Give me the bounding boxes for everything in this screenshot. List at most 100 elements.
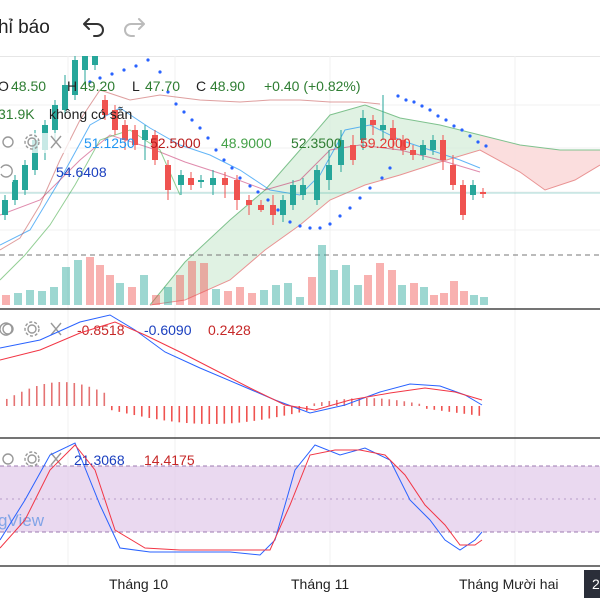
macd-histogram-bar	[411, 402, 413, 406]
sar-dot	[166, 90, 170, 94]
redo-arrow-icon[interactable]	[120, 14, 148, 42]
sar-dot	[134, 64, 138, 68]
sar-dot	[182, 110, 186, 114]
macd-histogram-bar	[6, 398, 8, 406]
low-value: 47.70	[145, 78, 180, 94]
sar-dot	[174, 102, 178, 106]
sar-dot	[248, 184, 252, 188]
macd-histogram-bar	[231, 406, 233, 424]
candle-body	[270, 205, 276, 215]
sar-dot	[158, 70, 162, 74]
candle-body	[142, 130, 148, 140]
candle-body	[82, 56, 88, 70]
candle-body	[246, 200, 252, 205]
macd-value-3: 0.2428	[208, 322, 251, 338]
gear-icon[interactable]	[24, 134, 40, 150]
gear-icon[interactable]	[24, 321, 40, 337]
candle-body	[72, 60, 78, 95]
time-label-3: Tháng Mười hai	[459, 576, 558, 592]
volume-bar	[2, 295, 10, 305]
volume-bar	[50, 287, 58, 305]
stoch-k-line	[0, 442, 483, 556]
macd-signal-line	[0, 321, 483, 411]
leading-span-a	[149, 104, 600, 306]
sar-dot	[484, 144, 488, 148]
parabolic-sar-dots	[88, 58, 488, 230]
candle-body	[165, 165, 171, 190]
candle-body	[198, 180, 204, 182]
macd-histogram-bar	[178, 406, 181, 423]
macd-histogram-bar	[321, 402, 323, 406]
candle-body	[338, 140, 344, 165]
macd-histogram-bar	[328, 400, 331, 406]
volume-bar	[460, 291, 468, 305]
sar-dot	[276, 208, 280, 212]
macd-histogram-bar	[36, 386, 38, 406]
macd-histogram-bar	[456, 406, 458, 413]
candle-body	[92, 56, 98, 65]
macd-histogram-bar	[148, 406, 151, 418]
macd-histogram-bar	[133, 406, 136, 416]
macd-histogram-bar	[373, 398, 376, 406]
stoch-d-value: 14.4175	[144, 452, 195, 468]
macd-histogram-bar	[126, 406, 128, 414]
candle-body	[178, 175, 184, 185]
eye-icon[interactable]	[0, 322, 13, 336]
macd-histogram-bar	[88, 386, 91, 406]
sar-dot	[266, 198, 270, 202]
candle-body	[290, 185, 296, 205]
candle-body	[420, 145, 426, 155]
macd-histogram-bar	[21, 391, 23, 406]
volume-bar	[398, 285, 406, 305]
gear-icon[interactable]	[24, 451, 40, 467]
lagging-span	[0, 89, 381, 251]
macd-histogram-bar	[13, 395, 16, 406]
candle-body	[380, 125, 386, 130]
macd-histogram-bar	[163, 406, 166, 421]
macd-histogram-bar	[186, 406, 188, 424]
volume-bar	[470, 295, 478, 305]
sar-dot	[198, 126, 202, 130]
candle-body	[350, 145, 356, 160]
candle-body	[430, 140, 436, 150]
volume-bar	[212, 289, 220, 305]
close-icon[interactable]	[50, 135, 62, 149]
candle-body	[400, 140, 406, 150]
close-icon[interactable]	[50, 452, 62, 466]
macd-histogram-bar	[268, 406, 271, 419]
chart-canvas[interactable]: O 48.50 H 49.20 L 47.70 C 48.90 +0.40 (+…	[0, 56, 600, 600]
sar-dot	[110, 72, 114, 76]
volume-bar	[430, 295, 438, 305]
undo-arrow-icon[interactable]	[80, 14, 108, 42]
indicators-menu-label[interactable]: hỉ báo	[0, 17, 50, 38]
candle-body	[440, 140, 446, 160]
eye-icon[interactable]	[2, 136, 14, 148]
macd-histogram-bar	[291, 406, 293, 415]
volume-bar	[128, 287, 136, 305]
close-icon[interactable]	[50, 322, 62, 336]
candle-body	[152, 135, 158, 160]
ichimoku-cloud-bearish	[480, 135, 600, 190]
volume-bar	[354, 285, 362, 305]
sar-dot	[476, 140, 480, 144]
eye-icon[interactable]	[2, 323, 14, 335]
macd-histogram-bar	[418, 403, 421, 406]
eye-icon[interactable]	[2, 453, 14, 465]
candle-body	[258, 205, 264, 210]
eye-icon[interactable]	[0, 164, 13, 178]
macd-value-2: -0.6090	[144, 322, 192, 338]
volume-bar	[38, 291, 46, 305]
low-label: L	[132, 78, 140, 94]
candle-body	[390, 128, 396, 140]
macd-histogram-bar	[478, 406, 481, 416]
volume-bar	[26, 290, 34, 305]
open-value: 48.50	[11, 78, 46, 94]
volume-bar	[272, 285, 280, 305]
macd-histogram-bar	[463, 406, 466, 414]
sar-dot	[288, 220, 292, 224]
sar-value: 54.6408	[56, 164, 107, 180]
macd-histogram-bar	[426, 406, 428, 409]
candle-body	[314, 170, 320, 200]
macd-histogram-bar	[276, 406, 278, 418]
volume-bar	[62, 267, 70, 305]
